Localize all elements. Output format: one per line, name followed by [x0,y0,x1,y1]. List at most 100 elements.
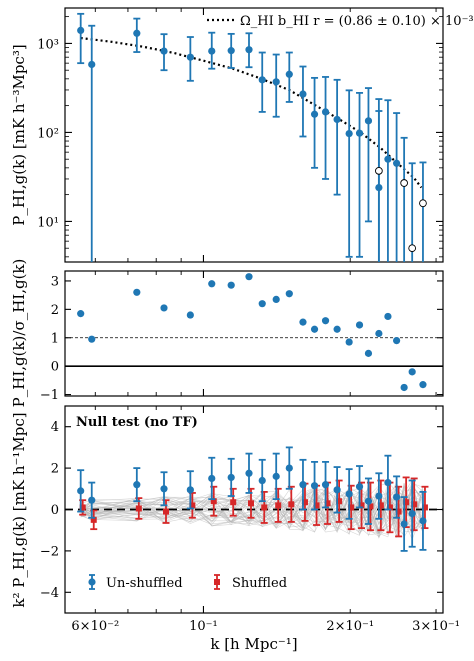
shuffled-point [348,504,355,511]
unshuffled-point [160,485,168,493]
detection-point [285,70,293,78]
legend-shuffled-marker [214,579,220,585]
unshuffled-point [310,482,319,490]
signal-to-noise-frame [64,270,444,397]
detection-point [77,26,85,35]
model-curve [80,36,423,189]
detection-point [160,47,168,55]
detection-point [345,129,353,138]
snr-point [133,288,141,296]
shuffled-point [403,499,410,506]
unshuffled-point [393,493,401,501]
power-spectrum-panel: 10¹ 10² 10³ Ω_HI b_HI r = (0.86 ± 0.10) × … [10,7,474,263]
detection-point [321,108,330,116]
x-tick-label: 10⁻¹ [189,619,218,634]
model-curve-layer [80,36,423,189]
y-tick-label: 0 [51,360,59,375]
y-tick-label: 0 [51,503,59,518]
unshuffled-point [364,497,373,505]
unshuffled-point [272,472,280,480]
y-tick-label: 2 [51,462,59,477]
detection-point [355,129,364,137]
snr-point [321,317,330,325]
snr-point [345,338,353,346]
signal-to-noise-panel: −1 0 1 2 3 P_HI,g(k)/σ_HI,g(k) [10,259,444,407]
unshuffled-point [333,486,341,494]
legend-shuffled-label: Shuffled [232,576,287,591]
unshuffled-point [186,486,194,494]
model-legend: Ω_HI b_HI r = (0.86 ± 0.10) × 10⁻³ [207,14,474,29]
snr-point [88,335,96,343]
null-test-points [77,446,429,552]
shuffled-point [386,504,393,511]
detection-point [208,47,216,55]
snr-point [393,337,401,345]
unshuffled-point [245,469,253,477]
detection-point [227,47,235,55]
x-axis-label: k [h Mpc⁻¹] [210,635,297,653]
unshuffled-point [88,496,96,504]
snr-point [375,329,383,338]
y-tick-label: 10¹ [37,215,59,230]
y-tick-label: 3 [51,274,59,289]
snr-point [227,281,235,289]
power-spectrum-points [77,12,427,262]
null-test-ylabel: k² P_HI,g(k) [mK h⁻¹Mpc] [10,412,28,607]
y-tick-label: 10³ [37,37,59,52]
negative-value-point [408,244,417,253]
snr-point [400,383,408,392]
detection-point [299,90,307,98]
snr-point [419,381,427,389]
snr-point [299,318,307,326]
snr-point [364,349,373,357]
legend-unshuffled-label: Un-shuffled [106,576,183,591]
detection-point [310,110,319,118]
unshuffled-point [384,478,392,487]
snr-point [333,325,341,333]
snr-point [245,273,253,281]
unshuffled-point [375,492,383,500]
unshuffled-point [285,464,293,472]
shuffled-point [324,500,331,507]
detection-point [258,76,266,84]
signal-to-noise-ticks: −1 0 1 2 3 [40,271,443,403]
detection-point [186,53,194,61]
x-tick-label: 2×10⁻¹ [326,619,374,634]
model-legend-label: Ω_HI b_HI r = (0.86 ± 0.10) × 10⁻³ [240,14,474,29]
snr-point [258,300,266,308]
power-spectrum-frame [64,7,444,263]
shuffled-point [395,508,402,515]
shuffled-point [377,502,384,509]
unshuffled-point [133,481,141,489]
snr-point [208,280,216,288]
unshuffled-point [299,481,307,489]
legend-unshuffled-marker [88,578,96,586]
detection-point [393,159,401,167]
detection-point [272,78,280,86]
snr-point [272,295,280,304]
snr-point [310,325,319,333]
shuffled-point [135,505,142,512]
unshuffled-point [258,476,266,485]
unshuffled-point [400,520,408,528]
shuffled-point [367,503,374,510]
null-test-legend: Un-shuffled Shuffled [88,574,287,591]
unshuffled-point [408,510,416,518]
signal-to-noise-points [77,273,427,392]
unshuffled-point [208,474,216,483]
shuffled-point [336,498,343,505]
y-tick-label: 4 [51,420,59,435]
detection-point [88,60,96,69]
unshuffled-point [227,473,235,482]
detection-point [384,155,392,163]
power-spectrum-ticks: 10¹ 10² 10³ [37,8,443,262]
snr-point [408,368,416,376]
negative-value-point [375,167,383,175]
snr-point [77,310,85,318]
detection-point [133,29,141,37]
shuffled-point [163,508,170,515]
signal-to-noise-reference-lines [65,337,443,367]
unshuffled-point [355,483,364,491]
shuffled-point [79,504,86,511]
